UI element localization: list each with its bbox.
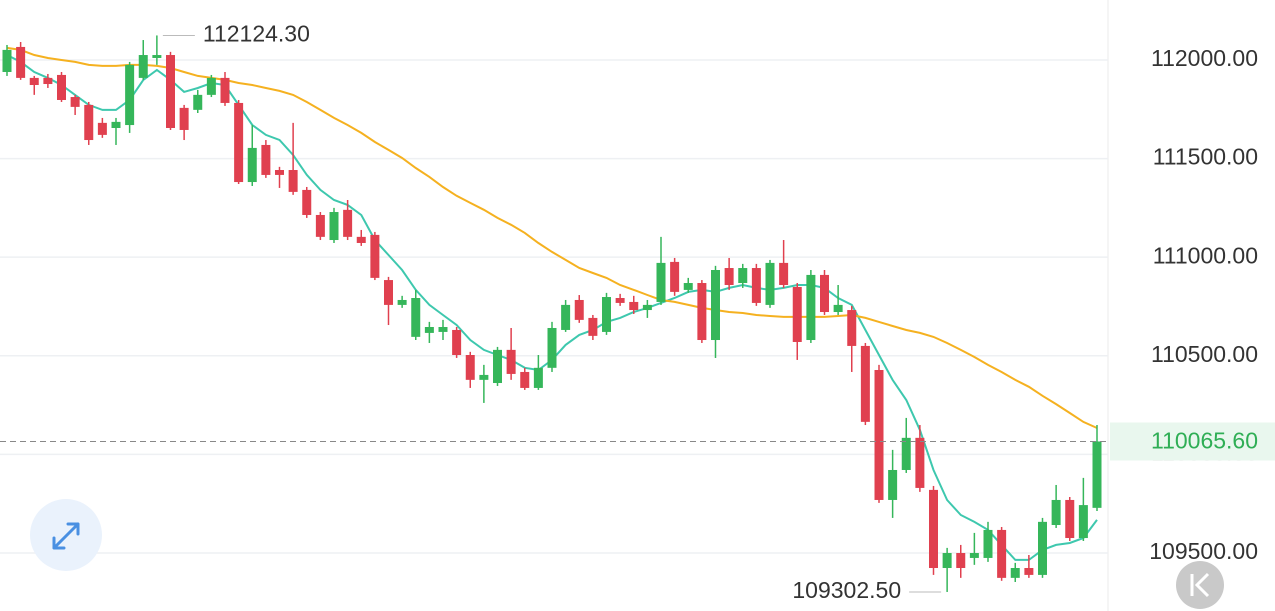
- candle-body: [629, 301, 639, 311]
- candle-body: [656, 262, 666, 302]
- candle-body: [1078, 505, 1088, 539]
- candle-body: [956, 553, 966, 569]
- candle-body: [874, 369, 884, 500]
- candle-body: [220, 77, 230, 103]
- candle-body: [901, 437, 911, 470]
- candle-body: [465, 355, 475, 380]
- max-marker-label: 112124.30: [203, 21, 310, 47]
- candle-body: [493, 349, 502, 384]
- candle-body: [1092, 441, 1102, 508]
- y-tick-label: 109500.00: [1149, 538, 1258, 564]
- candle-body: [615, 298, 625, 303]
- candle-body: [343, 209, 353, 237]
- candle-body: [506, 349, 516, 374]
- candle-body: [288, 170, 298, 192]
- candle-body: [1051, 499, 1061, 526]
- candle-body: [315, 214, 325, 237]
- candle-body: [983, 529, 993, 558]
- candle-body: [97, 122, 107, 135]
- candle-body: [70, 97, 80, 107]
- candle-body: [765, 262, 775, 305]
- candle-body: [588, 317, 598, 336]
- candle-body: [942, 553, 952, 569]
- candle-body: [479, 374, 489, 380]
- y-tick-label: 111000.00: [1153, 242, 1258, 268]
- candle-body: [888, 469, 898, 500]
- candle-body: [57, 74, 66, 100]
- candle-body: [670, 261, 680, 292]
- candle-body: [411, 298, 421, 337]
- candle-body: [356, 236, 366, 243]
- candle-body: [247, 147, 257, 183]
- candle-body: [29, 77, 39, 86]
- candle-body: [1024, 568, 1034, 575]
- candle-body: [806, 274, 816, 341]
- moving-average-line: [6, 54, 1098, 561]
- candle-body: [751, 268, 761, 303]
- candle-body: [792, 286, 802, 342]
- candle-body: [384, 280, 393, 305]
- candle-body: [860, 345, 870, 422]
- candle-body: [779, 262, 789, 285]
- candle-body: [533, 367, 543, 388]
- moving-average-line: [6, 46, 1098, 429]
- candle-body: [275, 170, 284, 175]
- candle-body: [738, 268, 748, 284]
- candle-body: [847, 310, 857, 346]
- candle-body: [642, 304, 652, 311]
- candle-body: [111, 121, 121, 128]
- candle-body: [166, 55, 175, 128]
- candle-body: [84, 104, 94, 141]
- candle-body: [1065, 499, 1075, 539]
- candle-body: [152, 55, 162, 58]
- candle-body: [193, 94, 203, 110]
- min-marker-label: 109302.50: [792, 577, 901, 603]
- candle-body: [915, 437, 925, 488]
- candle-body: [929, 489, 938, 569]
- candle-body: [370, 234, 380, 278]
- candle-body: [424, 326, 434, 333]
- candle-body: [833, 304, 843, 313]
- candle-body: [1038, 521, 1047, 575]
- candle-body: [997, 529, 1007, 578]
- y-tick-label: 112000.00: [1151, 45, 1258, 71]
- candle-body: [711, 269, 720, 341]
- last-price-box: [1110, 422, 1275, 461]
- candle-body: [969, 553, 979, 558]
- candle-body: [561, 304, 571, 330]
- candle-body: [234, 102, 244, 183]
- candle-body: [397, 299, 407, 305]
- candle-body: [574, 299, 584, 320]
- candle-body: [697, 283, 707, 341]
- candle-body: [125, 64, 135, 126]
- candle-body: [16, 46, 26, 78]
- candle-body: [138, 55, 148, 78]
- candle-body: [261, 144, 271, 175]
- candle-body: [43, 77, 53, 85]
- y-tick-label: 111500.00: [1153, 144, 1258, 170]
- candle-body: [820, 274, 829, 313]
- candle-body: [452, 329, 462, 356]
- candle-body: [520, 371, 530, 388]
- y-tick-label: 110500.00: [1151, 341, 1258, 367]
- candle-body: [206, 77, 216, 95]
- candle-body: [438, 326, 448, 332]
- candle-body: [179, 107, 189, 130]
- candle-body: [547, 327, 557, 368]
- candle-body: [302, 189, 312, 215]
- candle-body: [329, 212, 339, 241]
- candle-body: [2, 49, 12, 72]
- expand-button[interactable]: [30, 499, 102, 571]
- candle-body: [683, 283, 693, 290]
- last-price-label: 110065.60: [1151, 428, 1258, 454]
- scroll-latest-button[interactable]: [1176, 561, 1224, 609]
- candle-body: [1010, 568, 1020, 578]
- candle-body: [602, 297, 611, 332]
- candle-body: [724, 268, 734, 285]
